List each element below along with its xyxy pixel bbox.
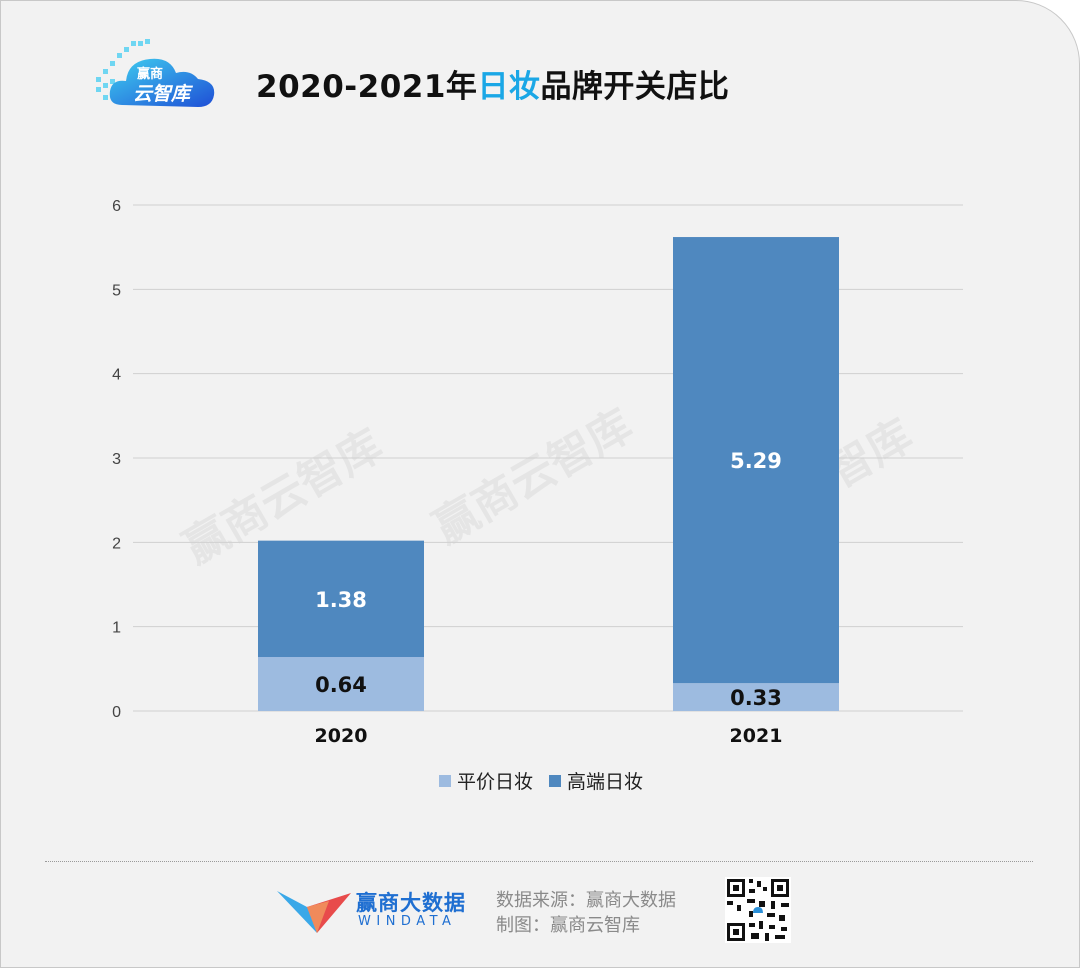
data-label: 0.64 [315,673,367,697]
bar-segment [673,237,839,684]
bar-segment [258,657,424,711]
title-highlight: 日妆 [477,69,541,105]
y-tick-label: 0 [112,704,121,721]
source-note: 数据来源：赢商大数据 制图：赢商云智库 [496,888,676,938]
logo-text-top: 赢商 [137,67,164,82]
y-tick-label: 6 [112,198,121,215]
y-tick-label: 5 [112,282,121,299]
y-tick-label: 2 [112,535,121,552]
x-tick-label: 2021 [730,725,783,747]
qr-code-icon [725,877,791,943]
logo-text-bottom: 云智库 [133,83,191,105]
cloud-logo-icon [96,39,215,107]
y-tick-label: 4 [112,367,121,384]
legend-swatch-premium [549,774,562,787]
footer-brand-cn: 赢商大数据 [356,891,466,915]
credit-line: 制图：赢商云智库 [496,915,640,936]
legend: 平价日妆 高端日妆 [1,767,1079,794]
y-tick-label: 3 [112,451,121,468]
bar-segment [673,683,839,711]
bar-segment [258,540,424,658]
title-part1: 2020-2021年 [256,69,478,105]
legend-label-premium: 高端日妆 [567,771,644,793]
x-tick-label: 2020 [315,725,368,747]
legend-swatch-budget [438,774,451,787]
page-title: 2020-2021年日妆品牌开关店比 [256,61,729,106]
stacked-bar-chart: 0 1 2 3 4 5 6 0.64 1.38 2020 0.33 5.29 2021 [112,198,963,747]
data-label: 0.33 [730,686,782,710]
y-tick-label: 1 [112,620,121,637]
legend-item-budget: 平价日妆 [438,767,533,794]
footer-divider [45,861,1033,862]
legend-item-premium: 高端日妆 [549,767,643,794]
legend-label-budget: 平价日妆 [456,771,533,793]
data-label: 1.38 [315,588,367,612]
title-part2: 品牌开关店比 [540,69,730,105]
footer-brand-en: WINDATA [358,914,457,929]
windata-logo-icon [277,891,351,933]
data-label: 5.29 [730,449,782,473]
source-line: 数据来源：赢商大数据 [496,890,676,911]
